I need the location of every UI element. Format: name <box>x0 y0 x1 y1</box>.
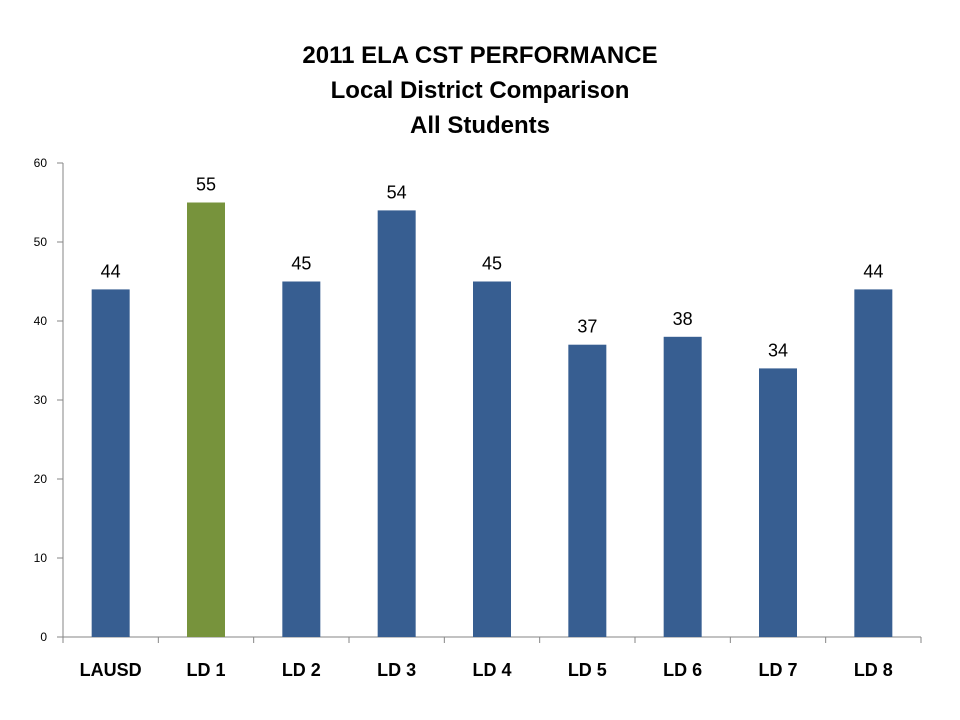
data-label: 45 <box>482 254 502 274</box>
y-tick-label: 20 <box>34 472 48 486</box>
category-label: LD 2 <box>282 660 321 680</box>
y-tick-label: 10 <box>34 551 48 565</box>
bar <box>187 202 225 637</box>
category-label: LD 7 <box>758 660 797 680</box>
category-label: LD 5 <box>568 660 607 680</box>
bar <box>568 344 607 637</box>
bar <box>91 289 130 637</box>
y-tick-label: 40 <box>34 314 48 328</box>
bar <box>854 289 893 637</box>
chart-labels: 44 LAUSD 55 LD 1 45 LD 2 54 LD 3 45 LD 4 37 LD 5 38 L… <box>80 175 893 681</box>
category-label: LD 3 <box>377 660 416 680</box>
y-tick-label: 30 <box>34 393 48 407</box>
chart-title-line-3: All Students <box>409 112 550 139</box>
bar <box>759 368 797 637</box>
chart-title-line-1: 2011 ELA CST PERFORMANCE <box>302 42 658 69</box>
data-label: 55 <box>196 175 216 195</box>
chart-title-line-2: Local District Comparison <box>330 77 630 104</box>
category-label: LD 8 <box>854 660 893 680</box>
data-label: 54 <box>387 182 407 202</box>
y-tick-label: 0 <box>40 630 47 644</box>
data-label: 37 <box>577 317 597 337</box>
y-tick-label: 50 <box>34 235 48 249</box>
data-label: 34 <box>768 340 788 360</box>
category-label: LD 4 <box>472 660 511 680</box>
chart-bars <box>91 202 893 637</box>
bar <box>663 336 702 637</box>
bar <box>473 281 511 637</box>
bar <box>377 210 416 637</box>
category-label: LAUSD <box>80 660 142 680</box>
data-label: 44 <box>863 261 883 281</box>
data-label: 45 <box>291 254 311 274</box>
chart-title: 2011 ELA CST PERFORMANCE Local District … <box>0 38 960 143</box>
category-label: LD 1 <box>186 660 225 680</box>
bar <box>282 281 321 637</box>
data-label: 38 <box>673 309 693 329</box>
y-tick-label: 60 <box>34 156 48 170</box>
data-label: 44 <box>101 261 121 281</box>
category-label: LD 6 <box>663 660 702 680</box>
